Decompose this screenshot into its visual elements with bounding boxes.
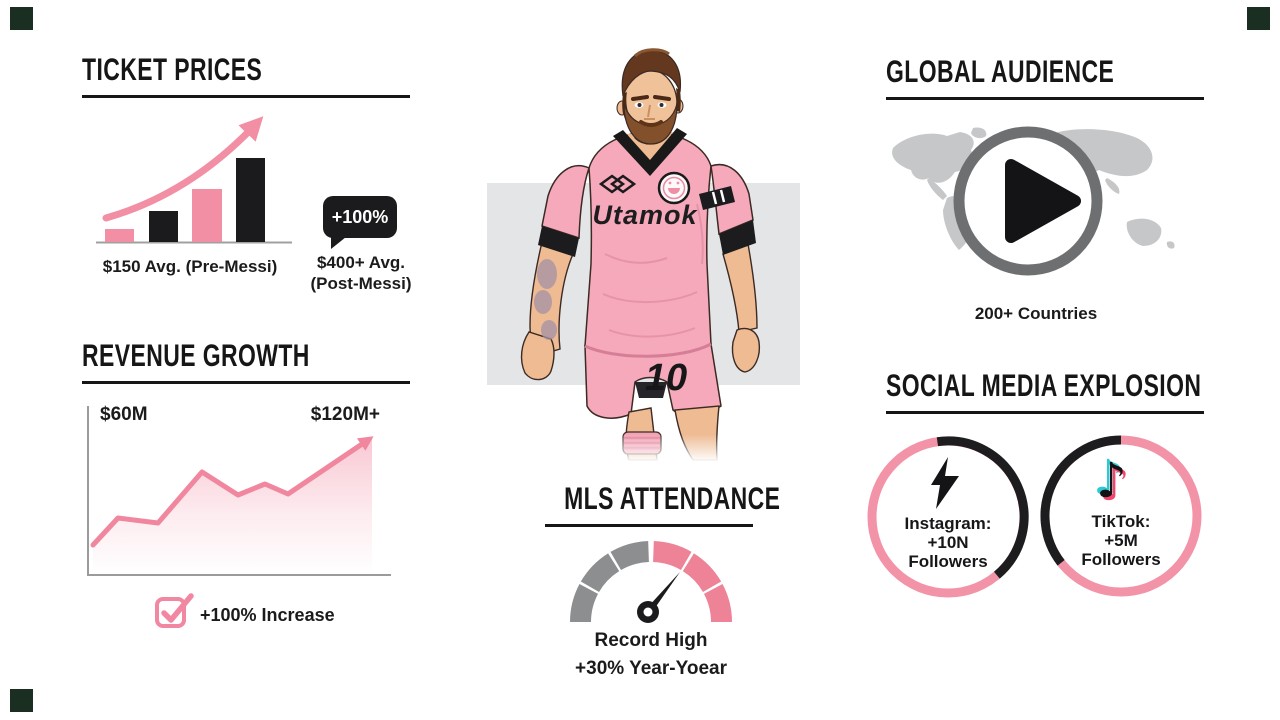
jersey-sponsor-text: Utamok [592, 200, 698, 230]
tiktok-note-cyan-layer: ♪ [1093, 450, 1124, 506]
instagram-platform: Instagram: [904, 514, 992, 533]
mustache [639, 120, 663, 127]
revenue-growth-title: REVENUE GROWTH [82, 338, 310, 373]
global-audience-title: GLOBAL AUDIENCE [886, 54, 1115, 89]
jersey-number: 10 [645, 357, 687, 399]
increase-checkbox[interactable] [154, 590, 196, 630]
nose [644, 104, 655, 120]
revenue-start-value: $60M [100, 404, 148, 425]
jersey-folds [602, 203, 704, 338]
instagram-stat-ring [867, 436, 1029, 598]
tiktok-note-black-layer: ♪ [1096, 453, 1127, 509]
lightning-bolt-icon [931, 457, 959, 509]
figure-shorts [584, 342, 722, 419]
figure-fadeout [565, 434, 745, 462]
tiktok-stat-text: TikTok: +5M Followers [1051, 512, 1191, 569]
play-button[interactable] [948, 121, 1108, 281]
umbro-logo-icon [598, 174, 637, 194]
ticket-pre-messi-label: $150 Avg. (Pre-Messi) [102, 257, 278, 276]
global-audience-caption: 200+ Countries [974, 304, 1098, 323]
revenue-area-chart [87, 406, 391, 576]
ticket-prices-title: TICKET PRICES [82, 52, 263, 87]
instagram-stat-text: Instagram: +10N Followers [878, 514, 1018, 571]
attendance-title: MLS ATTENDANCE [564, 481, 781, 516]
section-social-media-heading: SOCIAL MEDIA EXPLOSION [886, 368, 1204, 414]
bar-2-black [149, 211, 178, 242]
eyebrows [631, 95, 671, 101]
tattoo-sleeve [534, 259, 557, 340]
corner-mark-bottom-left [10, 689, 33, 712]
ticket-post-line2: (Post-Messi) [310, 274, 412, 293]
corner-mark-top-right [1247, 7, 1270, 30]
captain-armband [699, 186, 735, 210]
tiktok-platform: TikTok: [1091, 512, 1151, 531]
bar-3-pink [192, 189, 222, 242]
section-attendance-heading: MLS ATTENDANCE [545, 481, 780, 527]
instagram-unit: Followers [908, 552, 988, 571]
sleeve-cuffs [538, 186, 756, 257]
play-icon[interactable] [1005, 159, 1081, 243]
revenue-area-fill [93, 438, 372, 575]
growth-arrow-icon [102, 116, 264, 222]
tiktok-stat-ring [1040, 435, 1202, 597]
instagram-value: +10N [927, 533, 969, 552]
revenue-trend-line [90, 436, 374, 548]
tiktok-icon: ♪ ♪ ♪ [1093, 450, 1153, 514]
bar-4-black [236, 158, 265, 242]
tiktok-note-red-layer: ♪ [1099, 456, 1130, 512]
attendance-gauge [570, 541, 732, 623]
ticket-bubble: +100% [323, 196, 397, 249]
attendance-line2: +30% Year-Yoear [575, 658, 727, 679]
tiktok-value: +5M [1104, 531, 1138, 550]
ticket-price-bar-chart [96, 116, 292, 244]
section-revenue-growth-heading: REVENUE GROWTH [82, 338, 410, 384]
tiktok-unit: Followers [1081, 550, 1161, 569]
checkmark-icon [161, 593, 194, 623]
attendance-line1: Record High [594, 630, 708, 651]
corner-mark-top-left [10, 7, 33, 30]
ticket-post-messi-label: $400+ Avg. (Post-Messi) [296, 252, 426, 294]
vneck-collar [613, 128, 687, 176]
section-ticket-prices-heading: TICKET PRICES [82, 52, 410, 98]
bar-1-pink [105, 229, 134, 242]
checkbox-box[interactable] [155, 597, 186, 628]
revenue-increase-note: +100% Increase [200, 605, 335, 625]
world-map [892, 127, 1175, 250]
section-global-audience-heading: GLOBAL AUDIENCE [886, 54, 1204, 100]
ticket-post-line1: $400+ Avg. [316, 253, 406, 272]
ticket-bubble-label: +100% [331, 206, 389, 227]
messi-illustration: Utamok 10 [520, 48, 761, 462]
revenue-end-value: $120M+ [310, 404, 380, 425]
figure-head [616, 48, 684, 145]
club-crest-icon [657, 171, 691, 205]
social-media-title: SOCIAL MEDIA EXPLOSION [886, 368, 1202, 403]
